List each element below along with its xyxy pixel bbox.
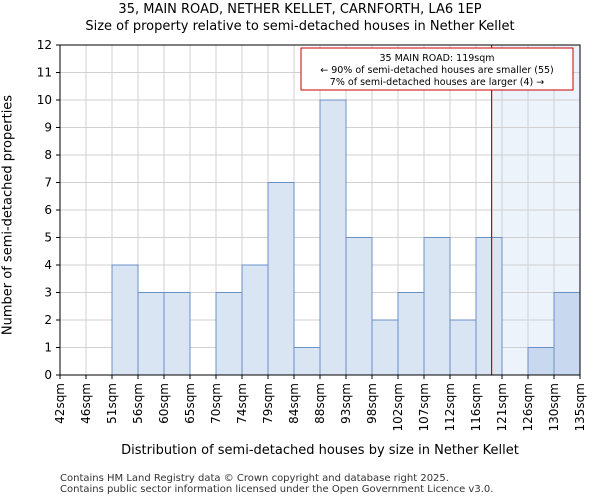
y-tick-label: 0 bbox=[44, 368, 52, 382]
histogram-bar bbox=[397, 292, 425, 376]
y-tick-label: 8 bbox=[44, 148, 52, 162]
y-tick-label: 5 bbox=[44, 231, 52, 245]
histogram-bar bbox=[553, 292, 581, 376]
histogram-bar bbox=[371, 319, 399, 376]
x-tick-label: 46sqm bbox=[79, 383, 93, 424]
histogram-bar bbox=[527, 347, 555, 376]
x-tick-label: 135sqm bbox=[573, 383, 587, 431]
histogram-bar bbox=[267, 182, 295, 376]
x-tick-label: 102sqm bbox=[391, 383, 405, 431]
y-tick-label: 12 bbox=[37, 38, 52, 52]
x-tick-label: 60sqm bbox=[157, 383, 171, 424]
x-tick-label: 93sqm bbox=[339, 383, 353, 424]
x-axis-label: Distribution of semi-detached houses by … bbox=[121, 443, 519, 458]
histogram-bar bbox=[293, 347, 321, 376]
x-tick-label: 74sqm bbox=[235, 383, 249, 424]
histogram-bar bbox=[163, 292, 191, 376]
histogram-bar bbox=[111, 264, 139, 376]
x-tick-label: 65sqm bbox=[183, 383, 197, 424]
histogram-bar bbox=[241, 264, 269, 376]
x-tick-label: 107sqm bbox=[417, 383, 431, 431]
x-tick-label: 112sqm bbox=[443, 383, 457, 431]
x-tick-label: 51sqm bbox=[105, 383, 119, 424]
histogram-bar bbox=[215, 292, 243, 376]
x-tick-label: 88sqm bbox=[313, 383, 327, 424]
histogram-bar bbox=[449, 319, 477, 376]
histogram-bar bbox=[345, 237, 373, 376]
footer-line-2: Contains public sector information licen… bbox=[60, 484, 494, 495]
x-tick-label: 121sqm bbox=[495, 383, 509, 431]
annotation-box bbox=[300, 47, 574, 91]
x-tick-label: 79sqm bbox=[261, 383, 275, 424]
histogram-bar bbox=[319, 99, 347, 376]
y-tick-label: 9 bbox=[44, 121, 52, 135]
chart-subtitle: Size of property relative to semi-detach… bbox=[85, 19, 515, 34]
y-tick-label: 2 bbox=[44, 313, 52, 327]
y-axis-label: Number of semi-detached properties bbox=[0, 94, 16, 336]
x-tick-label: 116sqm bbox=[469, 383, 483, 431]
footer-line-1: Contains HM Land Registry data © Crown c… bbox=[60, 473, 449, 484]
y-tick-label: 3 bbox=[44, 286, 52, 300]
y-tick-label: 4 bbox=[44, 258, 52, 272]
y-tick-label: 11 bbox=[37, 66, 52, 80]
x-tick-label: 98sqm bbox=[365, 383, 379, 424]
annotation-line-2: ← 90% of semi-detached houses are smalle… bbox=[320, 65, 554, 76]
x-tick-label: 56sqm bbox=[131, 383, 145, 424]
x-tick-label: 126sqm bbox=[521, 383, 535, 431]
y-tick-label: 1 bbox=[44, 341, 52, 355]
chart-title: 35, MAIN ROAD, NETHER KELLET, CARNFORTH,… bbox=[118, 2, 482, 17]
y-tick-label: 7 bbox=[44, 176, 52, 190]
annotation-line-3: 7% of semi-detached houses are larger (4… bbox=[330, 77, 544, 88]
x-tick-label: 84sqm bbox=[287, 383, 301, 424]
x-tick-label: 70sqm bbox=[209, 383, 223, 424]
x-tick-label: 42sqm bbox=[53, 383, 67, 424]
annotation-line-1: 35 MAIN ROAD: 119sqm bbox=[379, 53, 494, 64]
y-tick-label: 10 bbox=[37, 93, 52, 107]
histogram-bar bbox=[423, 237, 451, 376]
x-tick-label: 130sqm bbox=[547, 383, 561, 431]
y-tick-label: 6 bbox=[44, 203, 52, 217]
histogram-bar bbox=[137, 292, 165, 376]
histogram-bar bbox=[475, 237, 503, 376]
